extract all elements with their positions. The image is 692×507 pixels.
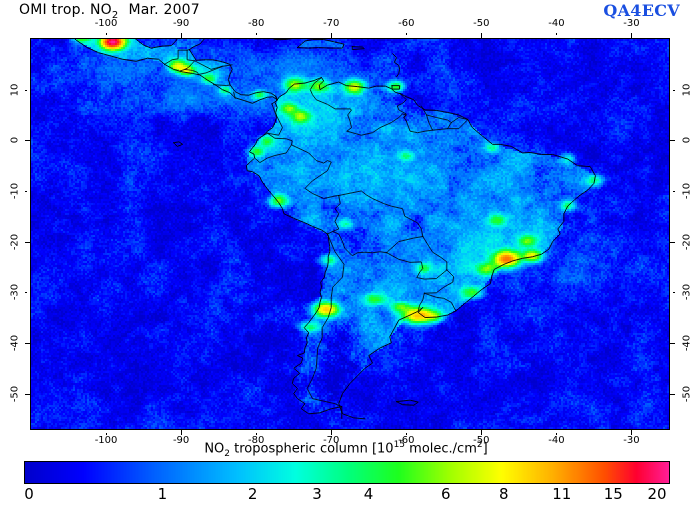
x-axis-label-top: -60 (398, 18, 415, 29)
y-axis-label-left: -50 (9, 385, 21, 402)
x-tick-bottom (331, 430, 333, 435)
y-axis-minor-band (27, 89, 30, 141)
map-plot-area (30, 38, 670, 430)
x-axis-label-bottom: -80 (248, 435, 265, 446)
colorbar-title: NO2 tropospheric column [1015 molec./cm2… (204, 440, 487, 459)
x-tick-top (331, 33, 333, 38)
title-subscript: 2 (111, 9, 119, 21)
x-tick-bottom (631, 430, 633, 435)
y-axis-minor-band (27, 190, 30, 242)
cb-mid: tropospheric column [10 (230, 441, 394, 457)
x-axis-minor-band (256, 430, 332, 433)
y-axis-label-left: -40 (9, 334, 21, 352)
y-axis-label-left: -10 (9, 182, 21, 200)
x-axis-minor-band (256, 35, 332, 38)
colorbar-tick-4: 4 (363, 485, 374, 503)
x-axis-minor-band (406, 35, 482, 38)
colorbar-tick-6: 6 (441, 485, 451, 503)
x-axis-label-top: -40 (548, 18, 565, 29)
x-axis-label-top: -100 (94, 18, 118, 29)
cb-sup: 15 (393, 440, 406, 450)
x-axis-label-bottom: -30 (623, 435, 640, 446)
x-tick-bottom (481, 430, 483, 435)
y-tick-left (25, 393, 30, 395)
x-axis-label-bottom: -60 (398, 435, 415, 446)
y-axis-label-right: -10 (681, 182, 692, 200)
colorbar-tick-11: 11 (552, 485, 572, 503)
colorbar-tick-15: 15 (603, 485, 623, 503)
x-tick-top (181, 33, 183, 38)
colorbar-tick-2: 2 (247, 485, 258, 503)
colorbar-tick-3: 3 (312, 485, 322, 503)
colorbar-tick-8: 8 (498, 485, 509, 503)
x-tick-top (631, 33, 633, 38)
cb-end: ] (482, 441, 488, 457)
y-axis-label-right: -40 (681, 334, 692, 352)
qa4ecv-logo: QA4ECV (603, 1, 680, 20)
y-tick-right (670, 393, 675, 395)
x-axis-label-top: -30 (623, 18, 640, 29)
x-axis-label-bottom: -90 (172, 435, 190, 446)
y-axis-label-right: -20 (681, 233, 692, 250)
y-axis-label-right: 10 (681, 83, 692, 97)
x-axis-label-bottom: -100 (94, 435, 118, 446)
colorbar-canvas (25, 462, 669, 483)
x-axis-label-bottom: -40 (548, 435, 565, 446)
y-axis-label-left: 0 (9, 137, 21, 144)
figure-title: OMI trop. NO2 Mar. 2007 (19, 2, 200, 21)
y-axis-minor-band (670, 89, 673, 141)
cb-sup2: 2 (476, 440, 483, 450)
y-axis-label-left: 10 (9, 83, 21, 97)
y-axis-minor-band (670, 190, 673, 242)
x-axis-minor-band (106, 35, 182, 38)
y-tick-left (25, 241, 30, 243)
x-axis-label-top: -50 (473, 18, 490, 29)
y-tick-right (670, 342, 675, 344)
x-axis-label-top: -90 (172, 18, 190, 29)
title-species: OMI trop. NO (19, 2, 112, 18)
cb-post: molec./cm (405, 441, 477, 457)
x-axis-label-top: -80 (248, 18, 265, 29)
y-axis-label-right: 0 (681, 137, 692, 144)
x-axis-label-bottom: -70 (323, 435, 340, 446)
x-axis-minor-band (406, 430, 482, 433)
x-axis-minor-band (556, 430, 632, 433)
y-tick-right (670, 241, 675, 243)
x-axis-minor-band (556, 35, 632, 38)
colorbar-tick-20: 20 (647, 485, 667, 503)
colorbar-tick-1: 1 (157, 485, 168, 503)
x-tick-top (481, 33, 483, 38)
cb-pre: NO (204, 441, 225, 457)
y-axis-minor-band (27, 292, 30, 343)
y-tick-right (670, 140, 675, 142)
x-axis-minor-band (106, 430, 182, 433)
cb-sub: 2 (224, 448, 231, 459)
x-tick-bottom (181, 430, 183, 435)
colorbar-tick-0: 0 (24, 485, 34, 503)
y-axis-label-right: -30 (681, 284, 692, 301)
x-axis-label-top: -70 (323, 18, 340, 29)
y-axis-label-left: -20 (9, 233, 21, 250)
y-axis-label-right: -50 (681, 385, 692, 402)
no2-heatmap-canvas (31, 39, 669, 429)
y-tick-left (25, 342, 30, 344)
y-tick-left (25, 140, 30, 142)
colorbar (24, 461, 670, 484)
y-axis-label-left: -30 (9, 284, 21, 301)
y-axis-minor-band (670, 292, 673, 343)
title-date: Mar. 2007 (128, 2, 200, 18)
x-axis-label-bottom: -50 (473, 435, 490, 446)
